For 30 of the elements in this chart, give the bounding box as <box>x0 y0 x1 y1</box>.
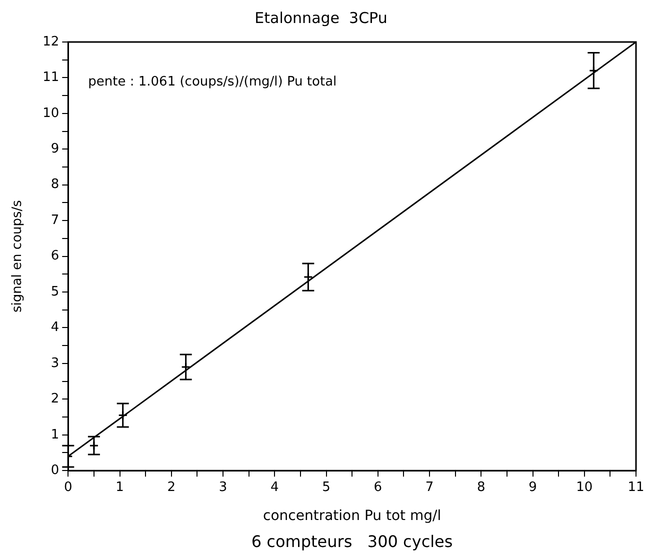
y-tick-label: 7 <box>50 212 60 228</box>
text: 6 compteurs 300 cycles <box>251 532 453 552</box>
x-tick-label: 6 <box>374 480 382 495</box>
annotation: pente : 1.061 (coups/s)/(mg/l) Pu total <box>88 74 337 90</box>
y-tick-label: 6 <box>50 248 60 264</box>
x-tick-label: 1 <box>116 480 124 495</box>
x-tick-label: 5 <box>322 480 330 495</box>
y-tick-label: 10 <box>42 106 60 121</box>
chart-title: Etalonnage 3CPu <box>254 8 388 27</box>
y-tick-label: 12 <box>42 34 60 50</box>
y-tick-label: 9 <box>50 142 60 157</box>
x-tick-label: 8 <box>476 480 486 495</box>
x-tick-label: 0 <box>64 480 72 495</box>
x-tick-label: 3 <box>218 480 228 495</box>
x-tick-label: 2 <box>167 480 176 495</box>
y-tick-label: 5 <box>50 284 60 300</box>
y-tick-label: 2 <box>50 392 60 407</box>
y-tick-label: 8 <box>50 177 60 192</box>
x-tick-label: 10 <box>576 480 593 495</box>
y-tick-label: 0 <box>50 462 60 478</box>
x-tick-label: 9 <box>528 480 537 495</box>
y-tick-label: 3 <box>50 356 60 371</box>
x-tick-label: 7 <box>425 480 434 495</box>
x-tick-label: 11 <box>628 480 644 495</box>
y-tick-label: 1 <box>50 427 60 442</box>
x-tick-label: 4 <box>270 480 279 495</box>
y-axis-title: signal en coups/s <box>10 200 26 313</box>
x-axis-title: concentration Pu tot mg/l <box>263 508 442 524</box>
y-tick-label: 11 <box>42 70 60 86</box>
y-tick-label: 4 <box>50 320 60 336</box>
